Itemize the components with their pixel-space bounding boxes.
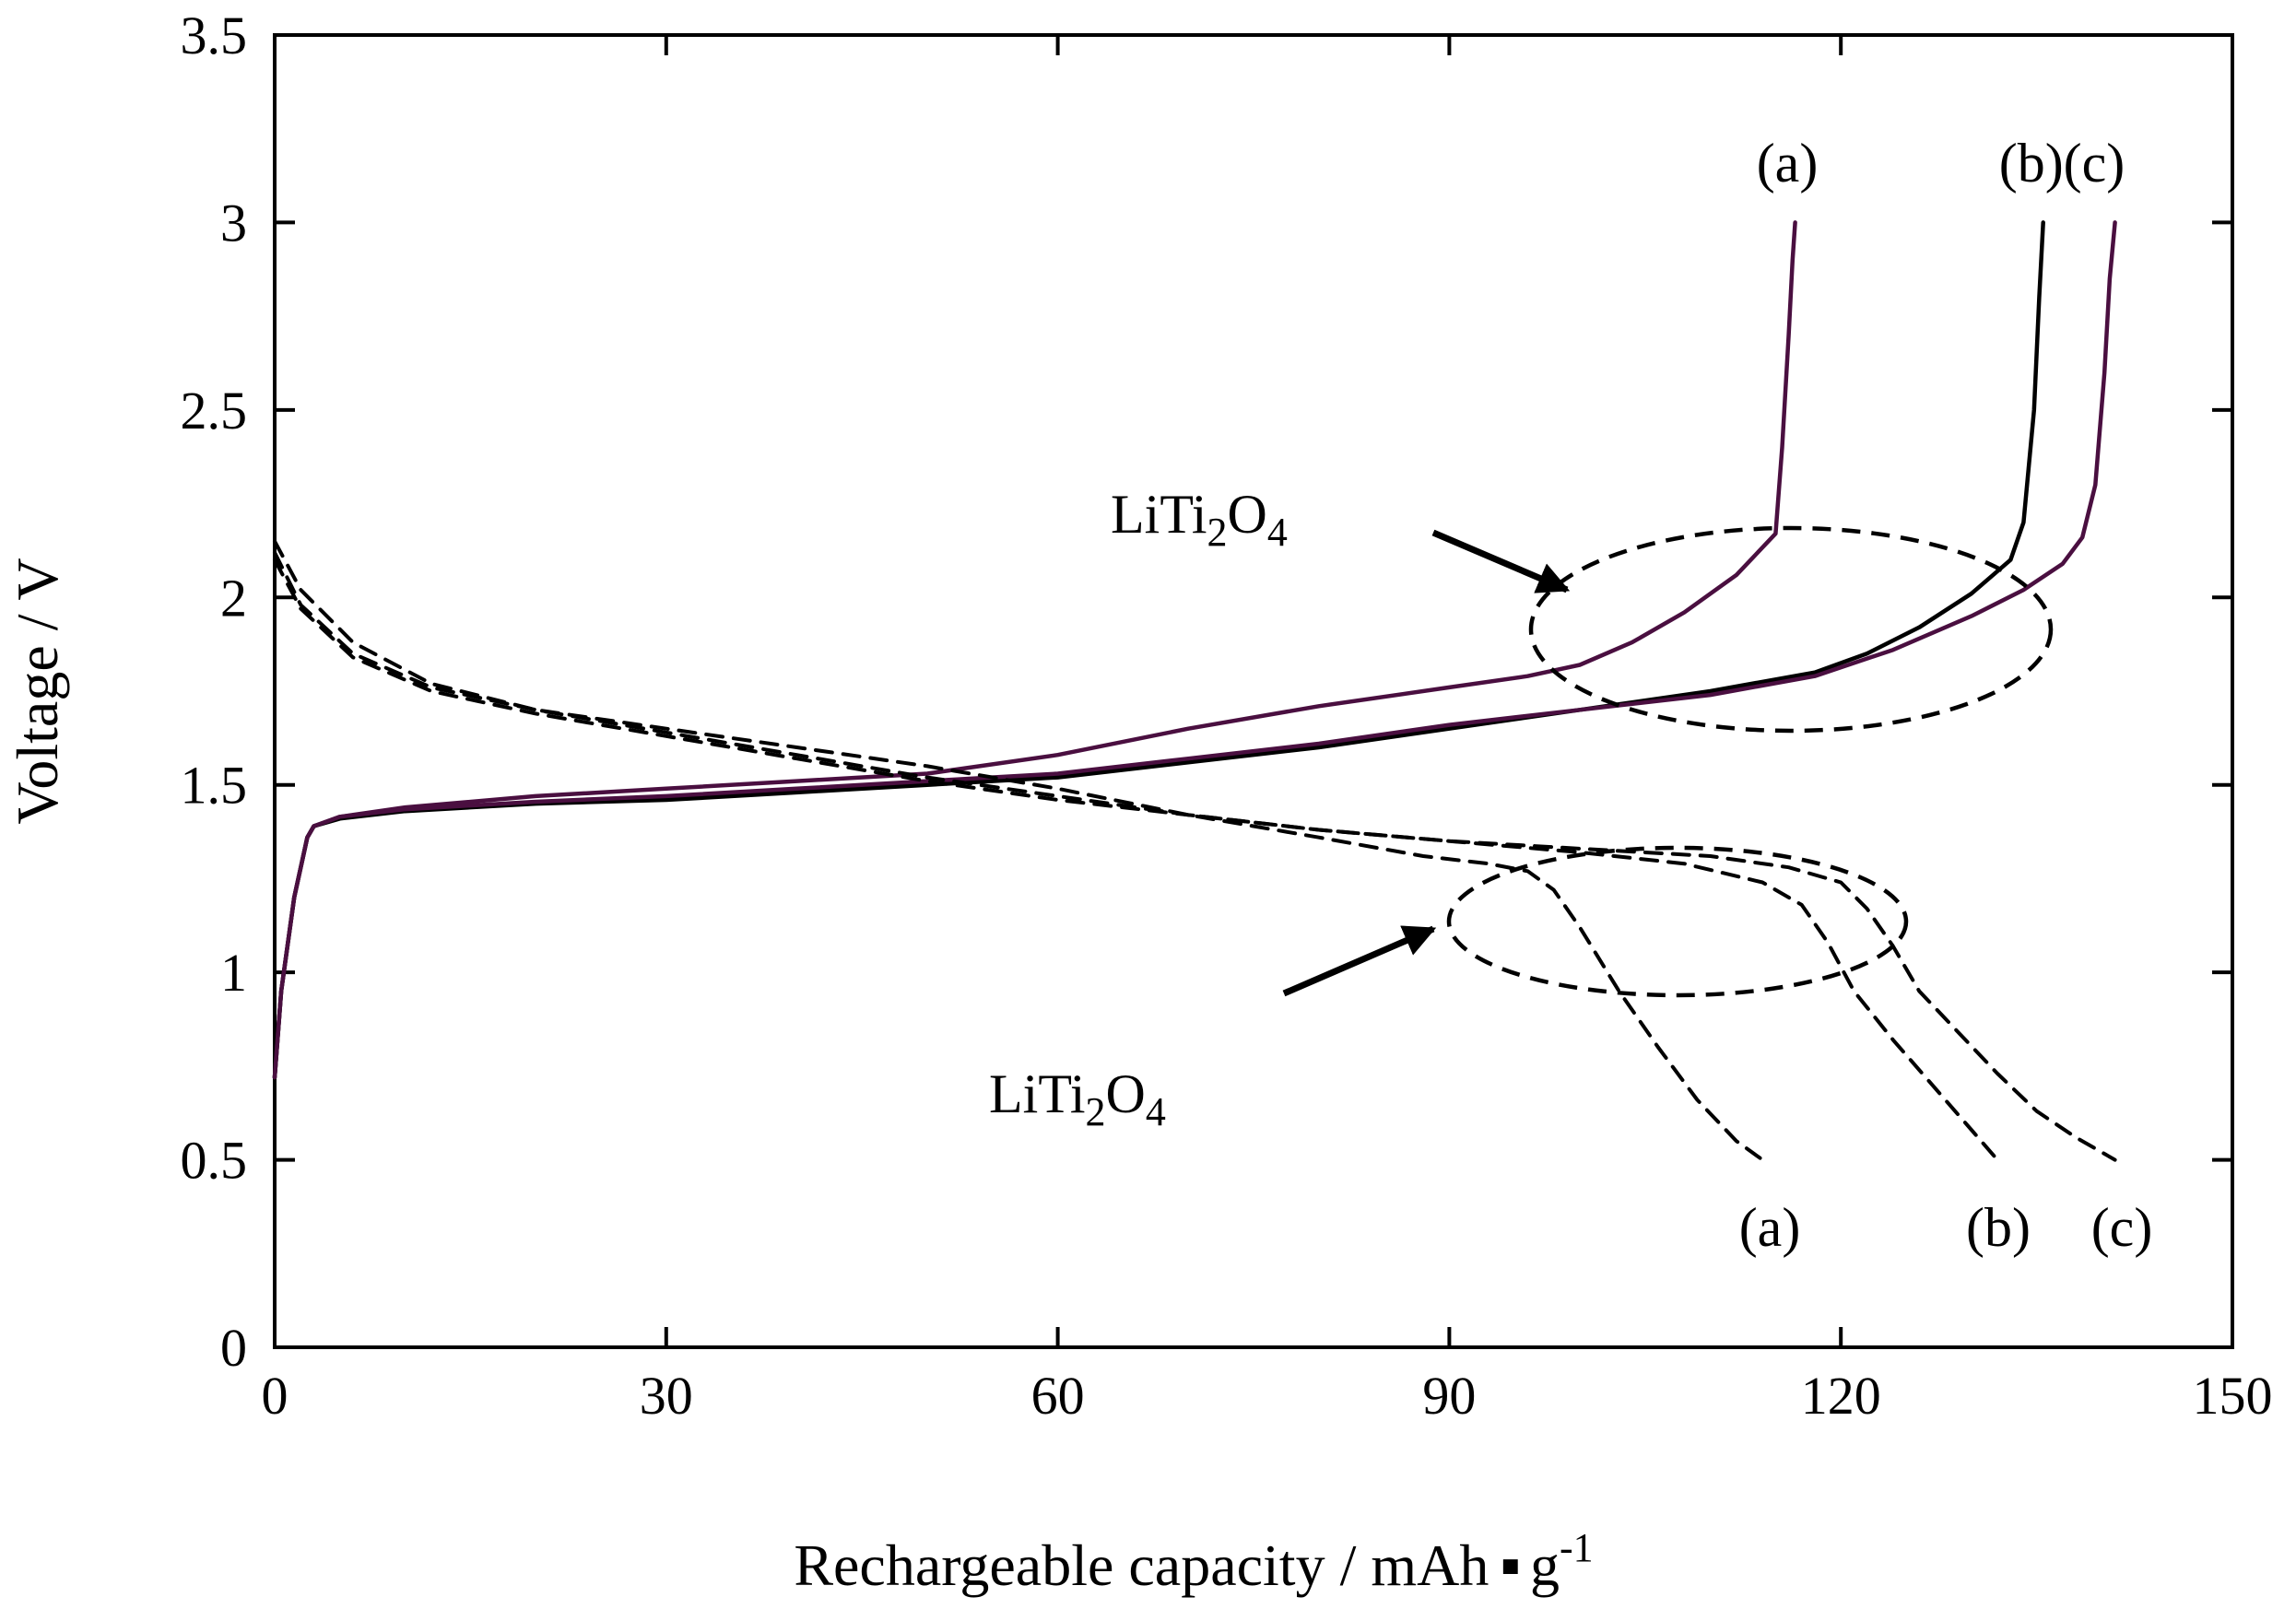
x-tick-label: 30 (640, 1366, 693, 1426)
lower-arrow (1282, 925, 1437, 997)
lower-compound-mid: O (1106, 1063, 1146, 1124)
y-tick-label: 1.5 (181, 756, 248, 816)
y-tick-label: 2.5 (181, 381, 248, 440)
x-axis-title: Rechargeable capacity / mAh ▪ g-1 (794, 1525, 1593, 1598)
upper-compound-base: LiTi (1111, 484, 1207, 545)
x-tick-label: 120 (1801, 1366, 1881, 1426)
series-layer (272, 220, 2117, 1162)
charge-label-bc: (b)(c) (1999, 133, 2125, 194)
upper-compound-sub1: 2 (1207, 510, 1228, 555)
y-tick-label: 0 (220, 1318, 247, 1378)
discharge-label-b: (b) (1966, 1197, 2031, 1258)
x-axis-title-dot: ▪ (1500, 1533, 1521, 1598)
lower-compound-sub2: 4 (1146, 1089, 1166, 1134)
upper-compound-mid: O (1228, 484, 1267, 545)
plot-frame (273, 33, 2234, 1349)
series-line-discharge-c (273, 558, 2117, 1162)
x-tick-label: 60 (1031, 1366, 1085, 1426)
discharge-label-a: (a) (1739, 1197, 1801, 1258)
y-tick-label: 1 (220, 943, 247, 1003)
charge-label-a: (a) (1757, 133, 1819, 194)
series-line-charge-a (272, 220, 1797, 1080)
y-axis-title: Voltage / V (5, 558, 70, 824)
upper-arrow (1431, 529, 1571, 593)
series-line-discharge-a (273, 539, 1765, 1162)
y-tick-label: 0.5 (181, 1131, 248, 1191)
x-axis-title-main: Rechargeable capacity / mAh (794, 1533, 1489, 1598)
lower-compound-label: LiTi2O4 (989, 1063, 1166, 1134)
y-tick-label: 2 (220, 568, 247, 628)
upper-compound-label: LiTi2O4 (1111, 484, 1288, 555)
upper-compound-sub2: 4 (1267, 510, 1288, 555)
x-tick-label: 150 (2193, 1366, 2273, 1426)
upper-highlight-ellipse (1528, 525, 2054, 734)
y-tick-label: 3.5 (181, 6, 248, 65)
y-axis-ticks: 0 0.5 1 1.5 2 2.5 3 3.5 (181, 6, 2232, 1378)
lower-compound-sub1: 2 (1086, 1089, 1106, 1134)
series-line-charge-b (272, 220, 2045, 1080)
x-axis-ticks: 0 30 60 90 120 150 (262, 35, 2273, 1426)
x-tick-label: 90 (1422, 1366, 1476, 1426)
lower-highlight-ellipse (1446, 845, 1909, 998)
series-line-charge-c (272, 220, 2117, 1080)
discharge-label-c: (c) (2091, 1197, 2153, 1258)
lower-compound-base: LiTi (989, 1063, 1086, 1124)
x-axis-title-exponent: -1 (1560, 1525, 1594, 1570)
x-tick-label: 0 (262, 1366, 288, 1426)
x-axis-title-unit: g (1530, 1533, 1560, 1598)
y-tick-label: 3 (220, 193, 247, 253)
